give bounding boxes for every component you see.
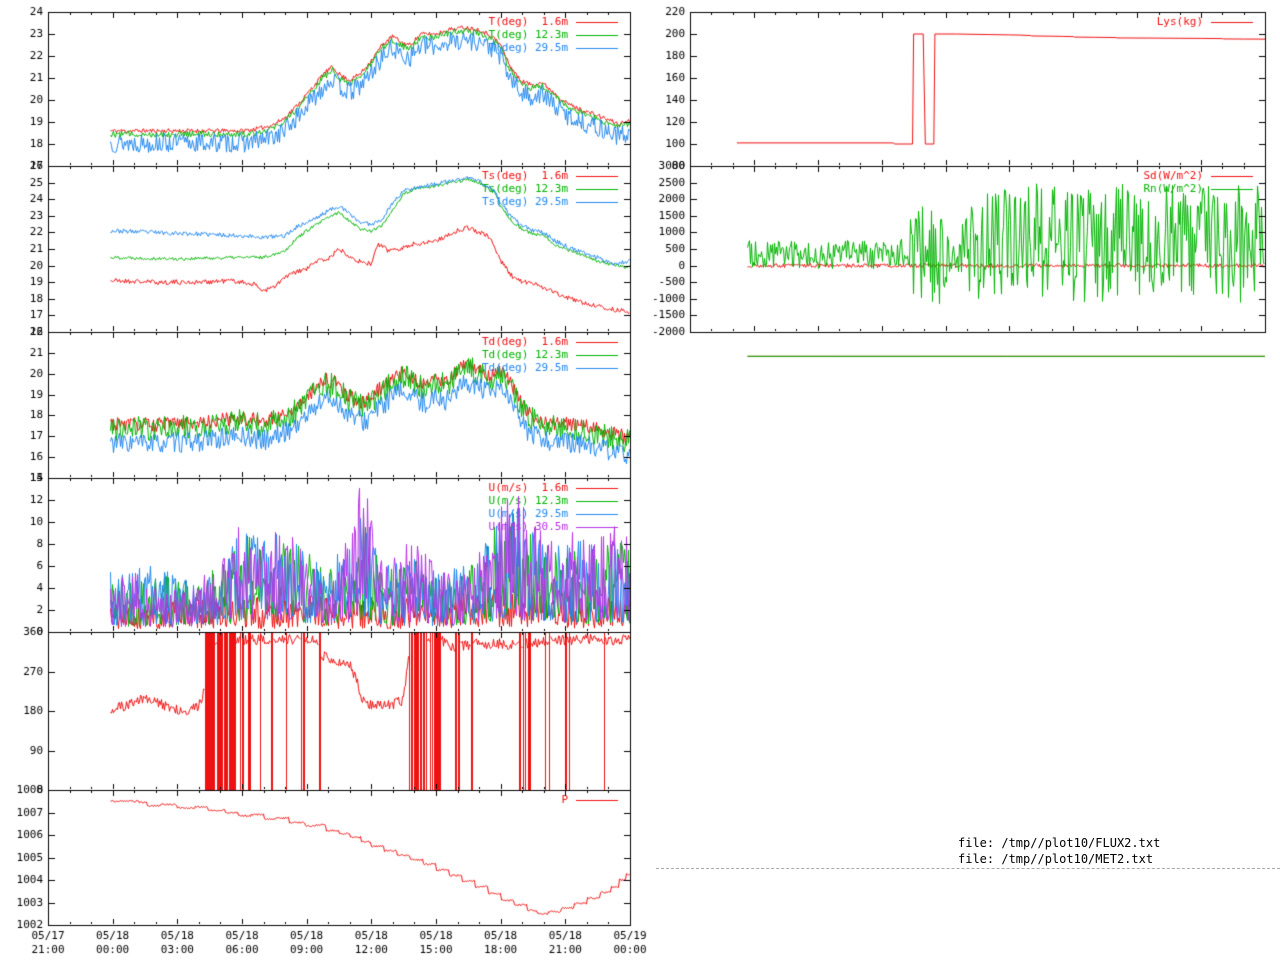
- panel-surface-temperature: [48, 166, 630, 332]
- panel-dewpoint-temperature: [48, 332, 630, 478]
- panel-radiation: [690, 166, 1265, 332]
- panel-soil-temperature: [690, 478, 1265, 632]
- panel-wind-speed: [48, 478, 630, 632]
- panel-soil-heat-flux: [690, 332, 1265, 478]
- panel-lysimeter: [690, 12, 1265, 166]
- panel-air-temperature: [48, 12, 630, 166]
- panel-groundwater-temperature: [690, 632, 1265, 770]
- panel-pressure: [48, 790, 630, 925]
- file-label-flux2: file: /tmp//plot10/FLUX2.txt: [958, 836, 1161, 850]
- file-label-met2: file: /tmp//plot10/MET2.txt: [958, 852, 1154, 866]
- dashed-separator-line: [656, 868, 1280, 869]
- panel-wind-direction: [48, 632, 630, 790]
